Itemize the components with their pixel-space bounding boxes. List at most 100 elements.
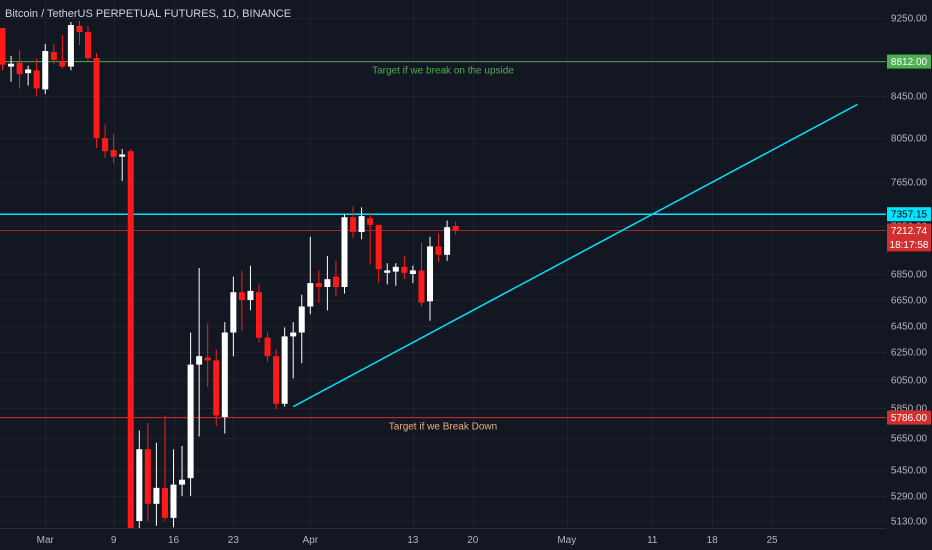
candle[interactable] <box>375 224 382 284</box>
candle-body <box>204 357 211 361</box>
candle-body <box>247 290 254 300</box>
downside-target-label: Target if we Break Down <box>389 422 497 433</box>
price-axis[interactable]: 9250.008850.008450.008050.007650.007250.… <box>886 0 932 550</box>
resistance-price-badge: 7357.15 <box>891 210 928 221</box>
candle-body <box>93 58 100 138</box>
candle[interactable] <box>315 270 322 303</box>
candle[interactable] <box>127 149 134 550</box>
candle[interactable] <box>119 149 126 181</box>
candle[interactable] <box>401 256 408 280</box>
candle[interactable] <box>221 322 228 434</box>
candle[interactable] <box>298 294 305 364</box>
candle-body <box>50 52 57 60</box>
candle[interactable] <box>187 332 194 497</box>
candle-body <box>452 226 459 231</box>
candle[interactable] <box>444 220 451 261</box>
ascending-trendline[interactable] <box>292 103 858 408</box>
candle[interactable] <box>144 423 151 521</box>
candle-body <box>170 484 177 518</box>
candle-body <box>324 279 331 287</box>
candle-body <box>16 62 23 75</box>
price-tick-label: 6450.00 <box>891 322 928 333</box>
candle-body <box>153 487 160 504</box>
candle-body <box>409 270 416 274</box>
candle[interactable] <box>238 270 245 332</box>
price-tick-label: 6650.00 <box>891 296 928 307</box>
candle[interactable] <box>102 124 109 158</box>
candle[interactable] <box>59 35 66 69</box>
candle[interactable] <box>324 256 331 311</box>
time-axis[interactable]: Mar 9 16 23 Apr 13 20 May 11 18 25 <box>0 528 886 550</box>
candle-body <box>59 60 66 67</box>
candle[interactable] <box>367 212 374 265</box>
candle[interactable] <box>170 449 177 528</box>
candle[interactable] <box>196 268 203 437</box>
candle[interactable] <box>392 263 399 286</box>
candle[interactable] <box>8 56 15 82</box>
time-tick-label: 16 <box>168 535 180 546</box>
upside-target-price-badge: 8812.00 <box>891 57 928 68</box>
candle[interactable] <box>85 26 91 61</box>
candle[interactable] <box>358 207 365 240</box>
candle-body <box>315 283 322 287</box>
candle[interactable] <box>281 327 288 407</box>
candle[interactable] <box>247 265 254 311</box>
candle[interactable] <box>427 236 433 321</box>
candle[interactable] <box>256 284 262 343</box>
candle[interactable] <box>350 206 357 238</box>
candle[interactable] <box>179 446 186 496</box>
candle[interactable] <box>273 349 280 410</box>
candle-body <box>179 479 186 485</box>
candle[interactable] <box>67 22 74 71</box>
candle-body <box>435 246 442 255</box>
time-tick-label: May <box>557 535 576 546</box>
horizontal-levels <box>0 61 886 419</box>
candle-body <box>341 217 348 287</box>
price-tick-label: 5850.00 <box>891 404 928 415</box>
upside-target-price-badge-bg <box>887 54 931 69</box>
candle[interactable] <box>153 442 160 526</box>
price-tick-label: 9250.00 <box>891 14 928 25</box>
candle[interactable] <box>42 44 49 95</box>
candle[interactable] <box>264 332 271 362</box>
candle[interactable] <box>213 349 220 426</box>
candle[interactable] <box>76 21 83 45</box>
candle[interactable] <box>25 65 32 86</box>
time-tick-label: Apr <box>303 535 319 546</box>
candle[interactable] <box>341 213 348 294</box>
candle[interactable] <box>0 28 6 71</box>
time-tick-label: 13 <box>407 535 419 546</box>
candle-body <box>332 276 339 287</box>
time-tick-label: 23 <box>228 535 240 546</box>
candle[interactable] <box>161 415 168 522</box>
candle[interactable] <box>384 263 391 285</box>
upside-target-label: Target if we break on the upside <box>372 66 514 77</box>
candle-body <box>367 218 374 225</box>
candle-body <box>375 224 382 270</box>
candle[interactable] <box>409 265 416 284</box>
candle-body <box>401 266 408 273</box>
candle[interactable] <box>418 242 425 307</box>
price-tick-label: 5450.00 <box>891 466 928 477</box>
candle-body <box>350 217 357 232</box>
candle[interactable] <box>93 53 100 148</box>
time-tick-label: Mar <box>37 535 55 546</box>
candle-body <box>102 138 109 152</box>
annotations-layer: Target if we break on the upside Target i… <box>372 66 514 433</box>
candle[interactable] <box>230 276 237 357</box>
candle[interactable] <box>332 260 339 297</box>
candle[interactable] <box>307 236 314 315</box>
candle[interactable] <box>33 58 40 96</box>
candle[interactable] <box>16 50 23 89</box>
candle[interactable] <box>452 221 459 235</box>
time-tick-label: 9 <box>111 535 117 546</box>
candle[interactable] <box>290 322 297 379</box>
candle-body <box>427 246 433 302</box>
candle[interactable] <box>110 133 117 164</box>
candle[interactable] <box>435 233 442 262</box>
candle[interactable] <box>50 44 57 65</box>
last-price-badge-timer-bg <box>887 237 931 252</box>
candle[interactable] <box>204 323 211 387</box>
time-tick-label: 11 <box>647 535 658 546</box>
